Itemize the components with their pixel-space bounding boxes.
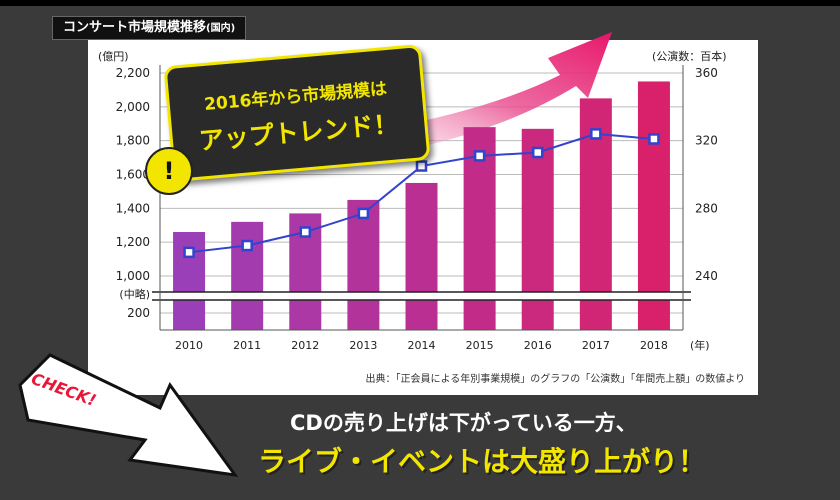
line-point xyxy=(357,207,370,220)
chart-title-text: コンサート市場規模推移 xyxy=(63,20,207,35)
left-tick-label: 200 xyxy=(127,306,150,320)
left-tick-label: 1,000 xyxy=(116,269,150,283)
bar xyxy=(579,300,612,330)
top-bar xyxy=(0,0,840,6)
x-tick-label: 2018 xyxy=(640,339,668,352)
x-tick-label: 2011 xyxy=(233,339,261,352)
bar xyxy=(463,300,496,330)
bar xyxy=(231,300,264,330)
bar xyxy=(289,300,322,330)
bar xyxy=(173,232,206,292)
line-point xyxy=(648,133,660,145)
x-tick-label: 2014 xyxy=(408,339,436,352)
left-tick-label: 1,200 xyxy=(116,235,150,249)
x-tick-label: 2017 xyxy=(582,339,610,352)
line-point xyxy=(241,239,253,252)
exclamation-icon: ! xyxy=(145,147,193,195)
left-tick-label: 1,800 xyxy=(116,134,150,148)
chart-title: コンサート市場規模推移(国内) xyxy=(52,16,247,40)
line-series xyxy=(183,128,660,259)
left-tick-label: 1,600 xyxy=(116,168,150,182)
x-tick-label: 2012 xyxy=(291,339,319,352)
left-tick-label: 2,200 xyxy=(116,66,150,80)
line-point xyxy=(590,128,602,140)
chart-title-suffix: (国内) xyxy=(206,23,236,34)
x-tick-label: 2013 xyxy=(349,339,377,352)
bar xyxy=(637,300,670,330)
source-note: 出典：「正会員による年別事業規模」のグラフの「公演数」「年間売上額」の数値より xyxy=(365,374,746,385)
headline-line1: CDの売り上げは下がっている一方、 xyxy=(290,411,637,435)
line-point xyxy=(299,226,312,238)
axis-break-label: (中略) xyxy=(119,287,150,301)
left-tick-label: 2,000 xyxy=(116,100,150,114)
x-tick-label: 2015 xyxy=(466,339,494,352)
bar xyxy=(347,300,380,330)
right-tick-label: 360 xyxy=(695,66,718,80)
bar xyxy=(289,213,322,292)
line-point xyxy=(473,150,486,162)
x-axis-unit: (年) xyxy=(690,338,710,352)
bar xyxy=(405,182,438,292)
right-tick-label: 280 xyxy=(695,201,718,215)
bar xyxy=(173,300,206,330)
bar xyxy=(405,300,438,330)
right-tick-label: 320 xyxy=(695,134,718,148)
left-axis-unit: (億円) xyxy=(98,50,129,63)
headline-line2: ライブ・イベントは大盛り上がり！ xyxy=(258,445,707,478)
bar xyxy=(579,98,612,292)
x-tick-label: 2016 xyxy=(524,339,552,352)
bar xyxy=(231,221,264,292)
line-point xyxy=(531,146,544,159)
bar-series xyxy=(173,81,670,330)
bar xyxy=(521,300,554,330)
bar xyxy=(637,81,670,292)
right-tick-label: 240 xyxy=(695,269,718,283)
callout-box: 2016年から市場規模は アップトレンド！ xyxy=(163,43,431,183)
line-point xyxy=(415,160,428,172)
line-point xyxy=(183,246,195,259)
left-tick-label: 1,400 xyxy=(116,201,150,215)
x-tick-label: 2010 xyxy=(175,339,203,352)
axes: 2,200 2,000 1,800 1,600 1,400 1,200 1,000 200 (中… xyxy=(98,49,727,352)
right-axis-unit: (公演数：百本) xyxy=(652,49,727,63)
